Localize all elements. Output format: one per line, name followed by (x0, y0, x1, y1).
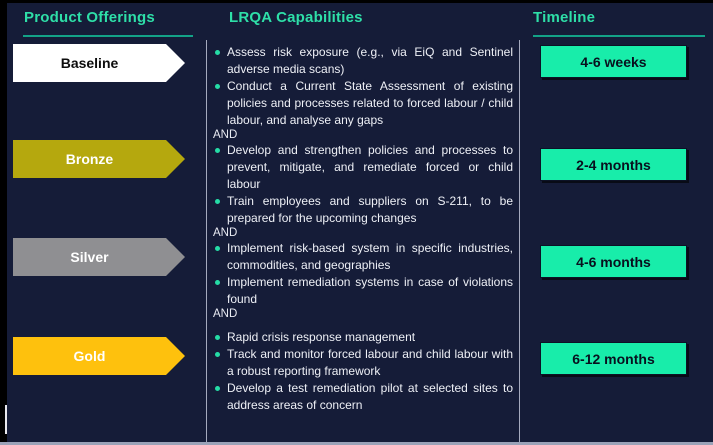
bullet-icon (215, 199, 220, 204)
capability-item: Rapid crisis response management (213, 329, 513, 346)
capability-text: Conduct a Current State Assessment of ex… (227, 79, 513, 127)
capability-text: Rapid crisis response management (227, 330, 416, 344)
timeline-badge-baseline[interactable]: 4-6 weeks (540, 45, 687, 78)
bullet-icon (215, 280, 220, 285)
timeline-value: 4-6 months (576, 253, 651, 270)
capability-text: Train employees and suppliers on S-211, … (227, 194, 513, 225)
bullet-icon (215, 335, 220, 340)
capability-item: Train employees and suppliers on S-211, … (213, 193, 513, 227)
bullet-icon (215, 50, 220, 55)
column-header-timeline: Timeline (533, 9, 596, 26)
column-divider-left (206, 40, 207, 442)
capability-text: Assess risk exposure (e.g., via EiQ and … (227, 45, 513, 76)
capability-list-silver: Implement risk-based system in specific … (213, 240, 513, 308)
and-separator: AND (213, 129, 238, 141)
capability-item: Implement remediation systems in case of… (213, 274, 513, 308)
capability-text: Track and monitor forced labour and chil… (227, 347, 513, 378)
tier-arrow-baseline[interactable]: Baseline (13, 44, 185, 82)
tier-label: Gold (73, 348, 106, 364)
text-cursor (5, 405, 7, 434)
tier-arrow-bronze[interactable]: Bronze (13, 140, 185, 178)
timeline-badge-gold[interactable]: 6-12 months (540, 342, 687, 375)
timeline-value: 4-6 weeks (580, 53, 647, 70)
and-separator: AND (213, 308, 238, 320)
bullet-icon (215, 148, 220, 153)
capability-item: Track and monitor forced labour and chil… (213, 346, 513, 380)
capability-text: Develop a test remediation pilot at sele… (227, 381, 513, 412)
column-header-product-offerings: Product Offerings (24, 9, 155, 26)
capability-text: Implement remediation systems in case of… (227, 275, 513, 306)
capability-item: Assess risk exposure (e.g., via EiQ and … (213, 44, 513, 78)
and-separator: AND (213, 227, 238, 239)
timeline-badge-bronze[interactable]: 2-4 months (540, 148, 687, 181)
header-underline-products (23, 35, 193, 37)
capability-text: Develop and strengthen policies and proc… (227, 143, 513, 191)
tier-arrow-gold[interactable]: Gold (13, 337, 185, 375)
capability-list-bronze: Develop and strengthen policies and proc… (213, 142, 513, 227)
capability-item: Implement risk-based system in specific … (213, 240, 513, 274)
capabilities-column: Assess risk exposure (e.g., via EiQ and … (213, 44, 513, 414)
bullet-icon (215, 352, 220, 357)
capability-item: Conduct a Current State Assessment of ex… (213, 78, 513, 129)
column-header-capabilities: LRQA Capabilities (229, 9, 363, 26)
timeline-value: 2-4 months (576, 156, 651, 173)
timeline-badge-silver[interactable]: 4-6 months (540, 245, 687, 278)
bullet-icon (215, 84, 220, 89)
header-underline-timeline (533, 35, 705, 37)
capability-item: Develop and strengthen policies and proc… (213, 142, 513, 193)
slide-top-edge (0, 0, 713, 3)
slide-left-edge (0, 0, 7, 443)
tier-label: Baseline (60, 55, 119, 71)
column-divider-right (519, 40, 520, 442)
capability-list-gold: Rapid crisis response management Track a… (213, 329, 513, 414)
capability-text: Implement risk-based system in specific … (227, 241, 513, 272)
tier-label: Silver (70, 249, 109, 265)
timeline-value: 6-12 months (572, 350, 655, 367)
tier-label: Bronze (65, 151, 114, 167)
capability-item: Develop a test remediation pilot at sele… (213, 380, 513, 414)
capability-list-baseline: Assess risk exposure (e.g., via EiQ and … (213, 44, 513, 129)
bullet-icon (215, 386, 220, 391)
slide-bottom-edge (0, 442, 713, 445)
tier-arrow-silver[interactable]: Silver (13, 238, 185, 276)
bullet-icon (215, 246, 220, 251)
